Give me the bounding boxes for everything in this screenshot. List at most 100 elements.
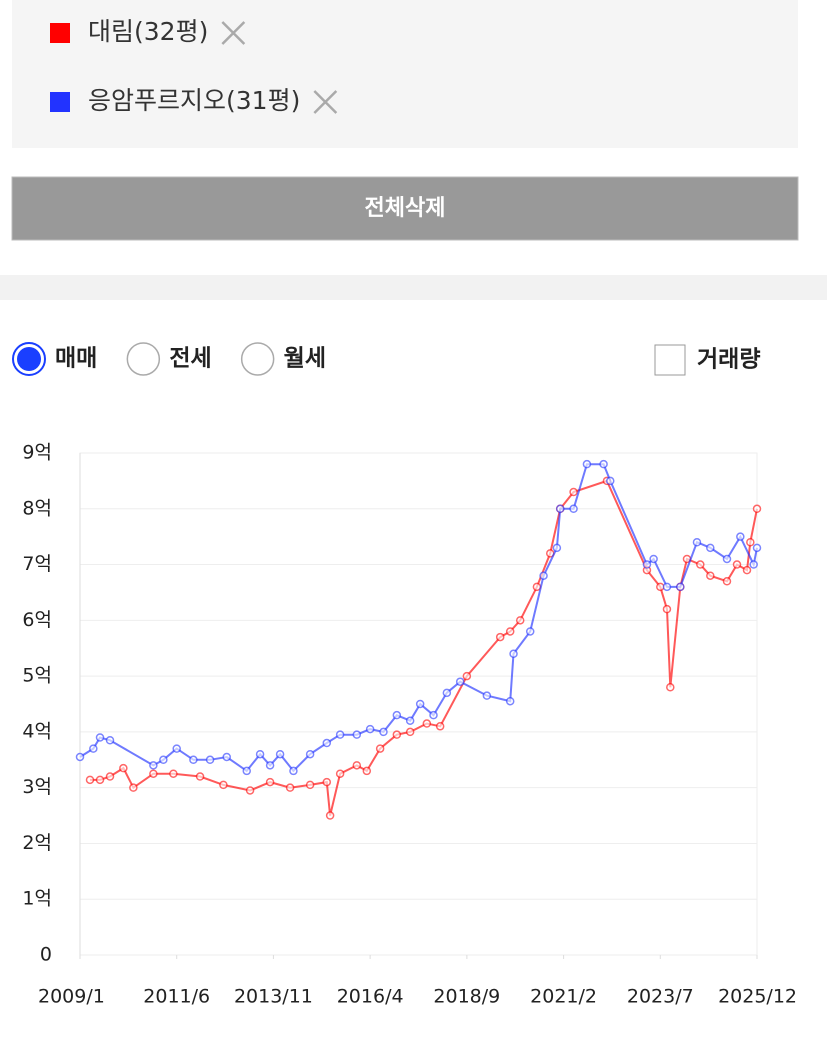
data-point (422, 719, 432, 728)
volume-checkbox[interactable] (654, 344, 686, 376)
x-tick-label: 2016/4 (337, 986, 404, 1008)
data-point (245, 786, 255, 795)
remove-icon[interactable] (221, 21, 246, 45)
y-tick-label: 5억 (22, 665, 52, 687)
x-tick-label: 2011/6 (143, 986, 210, 1008)
data-point (95, 775, 105, 785)
data-point (352, 730, 362, 739)
data-point (742, 565, 752, 575)
data-point (322, 777, 332, 787)
data-point (172, 744, 181, 753)
volume-label[interactable]: 거래량 (697, 347, 760, 373)
data-point (736, 532, 745, 541)
data-point (105, 772, 115, 781)
radio-label[interactable]: 월세 (284, 346, 326, 372)
data-point (706, 543, 715, 553)
legend-label: 대림(32평) (88, 17, 208, 46)
x-tick-label: 2009/1 (38, 986, 105, 1008)
data-point (525, 627, 535, 636)
data-point (89, 744, 98, 753)
data-point (662, 582, 672, 592)
data-point (462, 671, 472, 681)
data-point (676, 582, 685, 592)
delete-all-button[interactable] (11, 176, 799, 241)
x-tick-label: 2021/2 (530, 986, 597, 1008)
data-point (666, 683, 675, 692)
data-point (392, 710, 402, 720)
data-point (555, 504, 565, 514)
data-point (582, 459, 592, 469)
data-point (322, 738, 332, 748)
x-tick-label: 2025/12 (718, 986, 797, 1008)
data-point (255, 749, 265, 759)
data-point (379, 727, 388, 737)
data-point (335, 730, 345, 739)
data-point (509, 649, 518, 659)
data-point (265, 761, 275, 770)
data-point (275, 749, 285, 759)
data-point (722, 554, 732, 564)
data-point (692, 537, 702, 547)
remove-icon[interactable] (313, 90, 338, 114)
data-point (706, 571, 715, 580)
y-tick-label: 7억 (22, 553, 52, 575)
radio[interactable] (126, 342, 161, 376)
data-point (119, 763, 128, 773)
y-tick-label: 3억 (22, 776, 52, 798)
data-point (722, 577, 732, 586)
data-point (429, 710, 438, 720)
data-point (505, 627, 515, 636)
data-point (242, 766, 251, 776)
data-point (732, 560, 742, 569)
data-point (515, 616, 525, 625)
data-point (405, 727, 415, 737)
legend-label: 응암푸르지오(31평) (88, 86, 300, 115)
data-point (752, 504, 762, 514)
data-point (352, 761, 362, 770)
series-line (90, 479, 758, 816)
data-point (392, 730, 402, 739)
y-tick-label: 6억 (22, 609, 52, 631)
data-point (365, 724, 375, 734)
x-tick-label: 2013/11 (234, 986, 313, 1008)
button-label[interactable]: 전체삭제 (365, 196, 446, 221)
data-point (455, 677, 465, 686)
radio-label[interactable]: 전세 (169, 346, 211, 372)
data-point (415, 699, 425, 709)
radio-label[interactable]: 매매 (55, 346, 97, 372)
y-tick-label: 8억 (22, 497, 52, 519)
data-point (599, 459, 608, 469)
legend-swatch (50, 92, 70, 112)
data-point (569, 504, 578, 514)
selection-panel (12, 0, 798, 148)
radio[interactable] (240, 342, 275, 376)
data-point (649, 554, 658, 564)
x-tick-label: 2018/9 (433, 986, 500, 1008)
series-line (79, 463, 758, 773)
data-point (289, 766, 298, 776)
radio-dot[interactable] (17, 347, 41, 371)
data-point (746, 537, 755, 547)
data-point (305, 780, 315, 790)
data-point (335, 769, 345, 778)
data-point (285, 783, 295, 792)
data-point (405, 716, 415, 725)
data-point (95, 733, 105, 742)
data-point (752, 543, 762, 553)
data-point (75, 752, 85, 762)
data-point (606, 476, 615, 486)
data-point (189, 755, 198, 765)
separator (0, 275, 827, 300)
data-point (305, 749, 315, 759)
data-point (362, 766, 372, 776)
data-point (195, 772, 205, 781)
data-point (505, 696, 515, 706)
data-point (642, 560, 652, 569)
data-point (205, 755, 215, 765)
data-point (375, 744, 385, 753)
legend-swatch (50, 23, 70, 43)
data-point (219, 780, 228, 790)
data-point (85, 775, 95, 785)
data-point (435, 722, 445, 731)
y-tick-label: 0 (40, 944, 52, 966)
